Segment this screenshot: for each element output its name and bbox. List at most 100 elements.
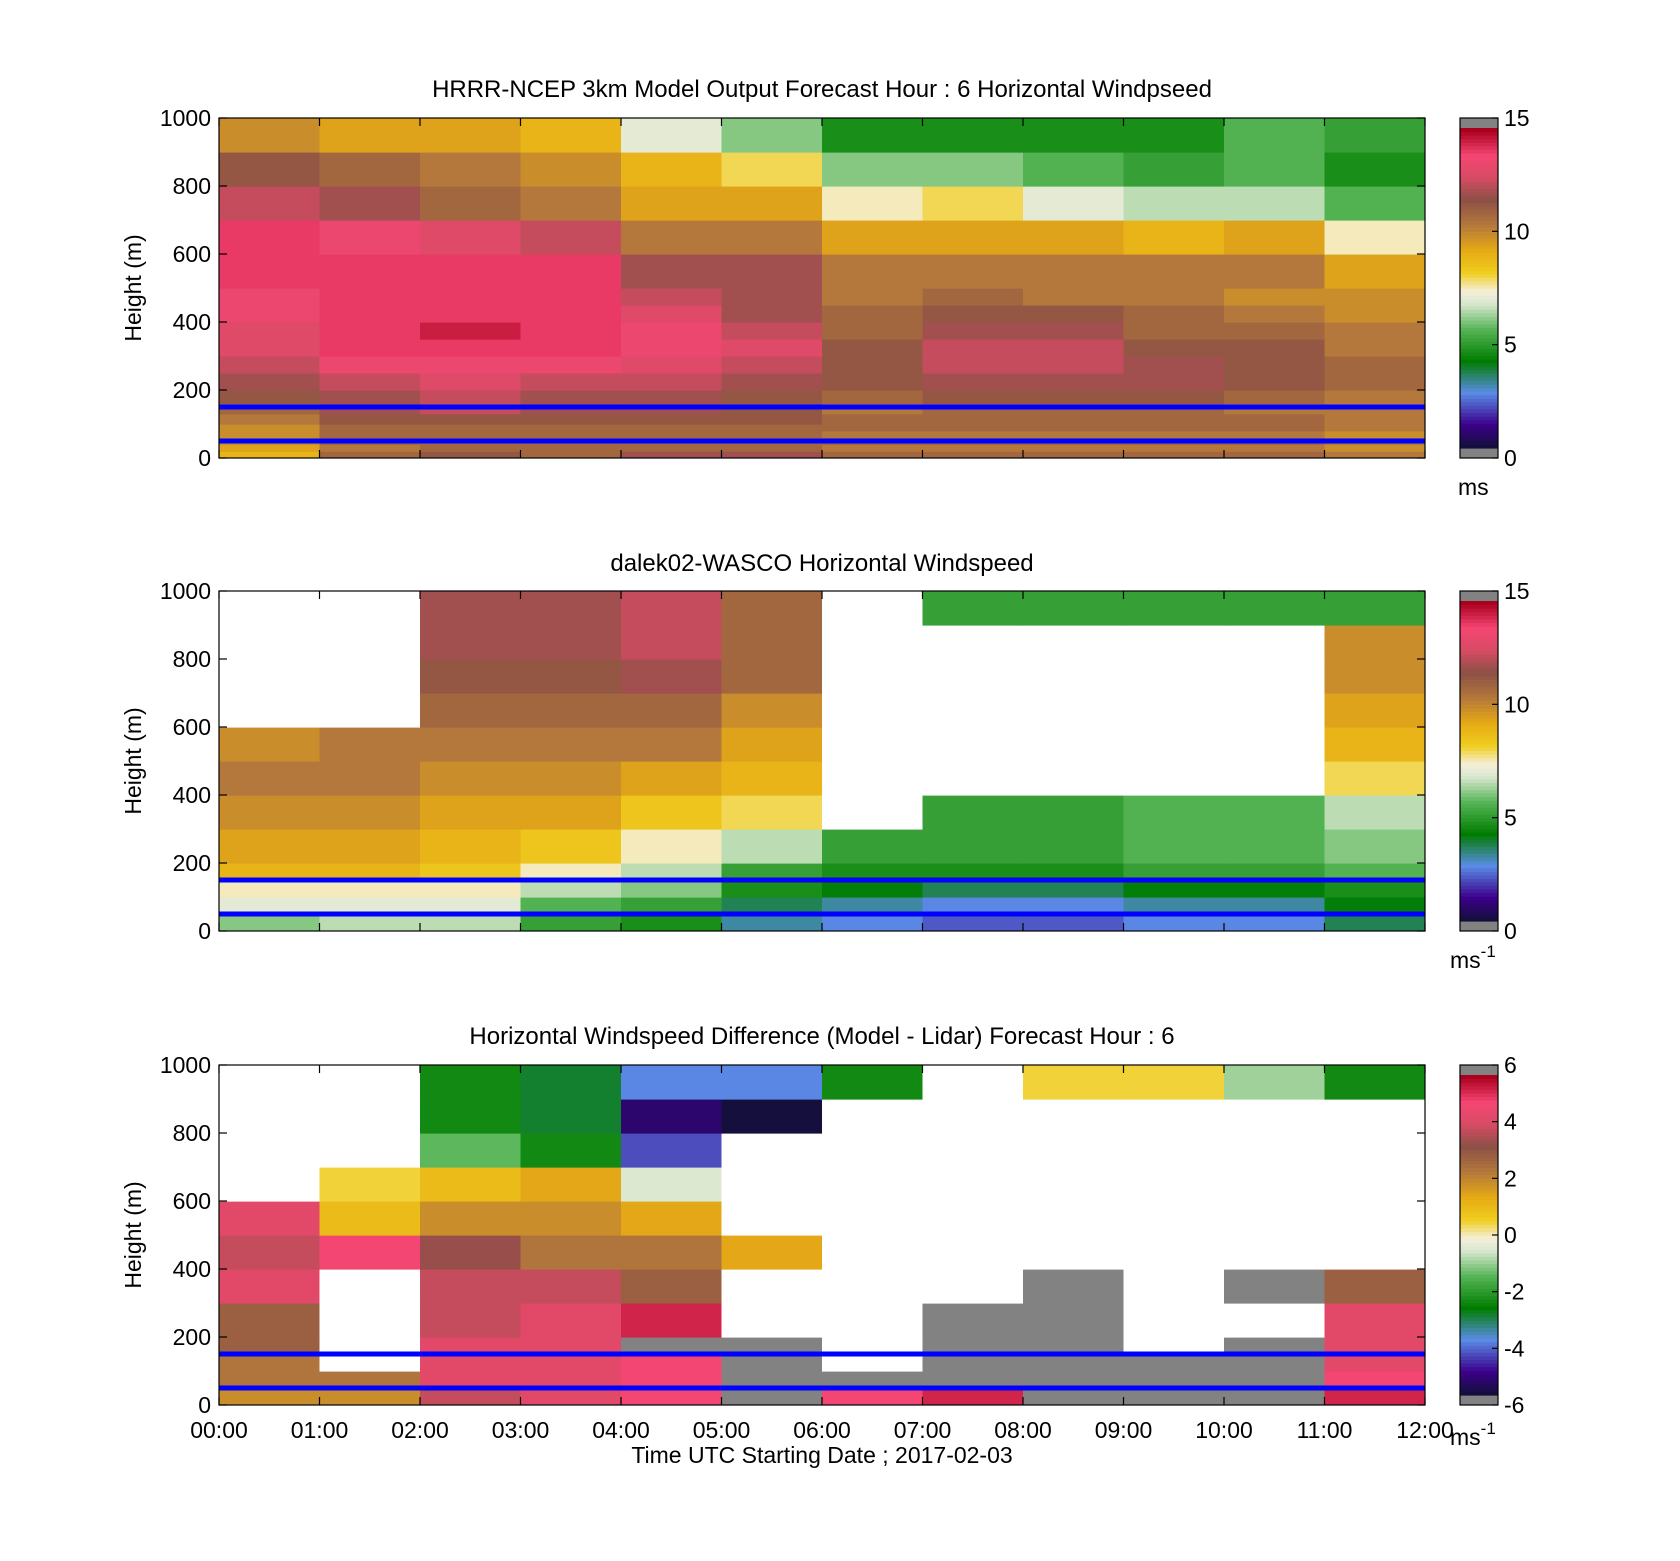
- heatmap-cell: [822, 339, 924, 357]
- heatmap-cell: [1023, 451, 1125, 458]
- heatmap-cell: [420, 1371, 522, 1389]
- heatmap-cell: [922, 1371, 1024, 1389]
- colorbar-segment: [1460, 825, 1498, 830]
- colorbar-cap: [1460, 1065, 1498, 1075]
- heatmap-cell: [822, 914, 924, 931]
- colorbar-segment: [1460, 152, 1498, 158]
- colorbar-segment: [1460, 1316, 1498, 1321]
- colorbar-segment: [1460, 373, 1498, 378]
- panel-lidar-heatmap: [219, 591, 1425, 931]
- colorbar-segment: [1460, 828, 1498, 833]
- heatmap-cell: [822, 591, 924, 626]
- heatmap-cell: [1224, 186, 1326, 221]
- colorbar-segment: [1460, 341, 1498, 346]
- heatmap-cell: [922, 1133, 1024, 1168]
- heatmap-cell: [1023, 444, 1125, 452]
- colorbar-segment: [1460, 398, 1498, 403]
- colorbar-segment: [1460, 899, 1498, 904]
- heatmap-cell: [319, 1065, 421, 1100]
- heatmap-cell: [319, 152, 421, 187]
- panel-difference-ylabel: Height (m): [120, 1181, 146, 1288]
- heatmap-cell: [1224, 288, 1326, 306]
- heatmap-cell: [922, 390, 1024, 405]
- heatmap-cell: [219, 829, 321, 864]
- colorbar-segment: [1460, 1085, 1498, 1090]
- heatmap-cell: [319, 1167, 421, 1202]
- heatmap-cell: [721, 186, 823, 221]
- heatmap-cell: [1023, 356, 1125, 374]
- colorbar-segment: [1460, 1306, 1498, 1311]
- colorbar-segment: [1460, 266, 1498, 271]
- heatmap-cell: [1123, 220, 1225, 255]
- heatmap-cell: [1324, 880, 1425, 898]
- colorbar-tick-label: 0: [1504, 445, 1517, 471]
- heatmap-cell: [1224, 1167, 1326, 1202]
- heatmap-cell: [1123, 1388, 1225, 1405]
- colorbar-segment: [1460, 1313, 1498, 1318]
- colorbar-segment: [1460, 1359, 1498, 1364]
- panel-model-title: HRRR-NCEP 3km Model Output Forecast Hour…: [432, 76, 1212, 103]
- colorbar-segment: [1460, 348, 1498, 353]
- heatmap-cell: [1123, 356, 1225, 374]
- colorbar-segment: [1460, 771, 1498, 776]
- heatmap-cell: [420, 863, 522, 881]
- heatmap-cell: [621, 444, 723, 452]
- colorbar-segment: [1460, 163, 1498, 168]
- colorbar-segment: [1460, 878, 1498, 883]
- heatmap-cell: [1324, 897, 1425, 915]
- colorbar-segment: [1460, 622, 1498, 627]
- heatmap-cell: [520, 1303, 622, 1338]
- colorbar-tick-label: -4: [1504, 1335, 1525, 1361]
- colorbar-segment: [1460, 387, 1498, 392]
- heatmap-cell: [822, 761, 924, 796]
- heatmap-cell: [1123, 761, 1225, 796]
- heatmap-cell: [721, 305, 823, 323]
- colorbar-segment: [1460, 149, 1498, 154]
- y-tick-label: 1000: [160, 105, 211, 131]
- heatmap-cell: [420, 1303, 522, 1338]
- colorbar-segment: [1460, 369, 1498, 374]
- panel-model-x-ticks: [218, 118, 1426, 458]
- heatmap-cell: [621, 761, 723, 796]
- colorbar-segment: [1460, 1156, 1498, 1161]
- colorbar-segment: [1460, 1231, 1498, 1236]
- colorbar-segment: [1460, 757, 1498, 762]
- heatmap-cell: [822, 305, 924, 323]
- heatmap-cell: [1123, 1099, 1225, 1134]
- heatmap-cell: [520, 390, 622, 405]
- heatmap-cell: [520, 1354, 622, 1372]
- colorbar-segment: [1460, 657, 1498, 663]
- colorbar-segment: [1460, 903, 1498, 908]
- colorbar-segment: [1460, 1252, 1498, 1257]
- heatmap-cell: [1224, 761, 1326, 796]
- heatmap-cell: [1023, 152, 1125, 187]
- colorbar-segment: [1460, 906, 1498, 911]
- panel-difference-title: Horizontal Windspeed Difference (Model -…: [469, 1023, 1174, 1050]
- colorbar-segment: [1460, 1139, 1498, 1144]
- colorbar-segment: [1460, 188, 1498, 193]
- heatmap-cell: [1123, 373, 1225, 391]
- colorbar-segment: [1460, 1121, 1498, 1126]
- heatmap-cell: [319, 727, 421, 762]
- heatmap-cell: [420, 1354, 522, 1372]
- heatmap-cell: [1023, 880, 1125, 898]
- heatmap-cell: [520, 220, 622, 255]
- heatmap-cell: [219, 288, 321, 306]
- colorbar-segment: [1460, 693, 1498, 698]
- colorbar-segment: [1460, 849, 1498, 855]
- colorbar-segment: [1460, 821, 1498, 826]
- heatmap-cell: [420, 305, 522, 323]
- x-tick-label: 00:00: [190, 1417, 248, 1443]
- colorbar-segment: [1460, 128, 1498, 133]
- heatmap-cell: [1023, 1099, 1125, 1134]
- heatmap-cell: [721, 1388, 823, 1405]
- heatmap-cell: [822, 863, 924, 881]
- heatmap-cell: [1324, 373, 1425, 391]
- heatmap-cell: [1123, 424, 1225, 432]
- heatmap-cell: [1224, 1371, 1326, 1389]
- heatmap-cell: [621, 339, 723, 357]
- heatmap-cell: [1324, 118, 1425, 153]
- colorbar-segment: [1460, 615, 1498, 620]
- heatmap-cell: [520, 625, 622, 660]
- heatmap-cell: [621, 1388, 723, 1405]
